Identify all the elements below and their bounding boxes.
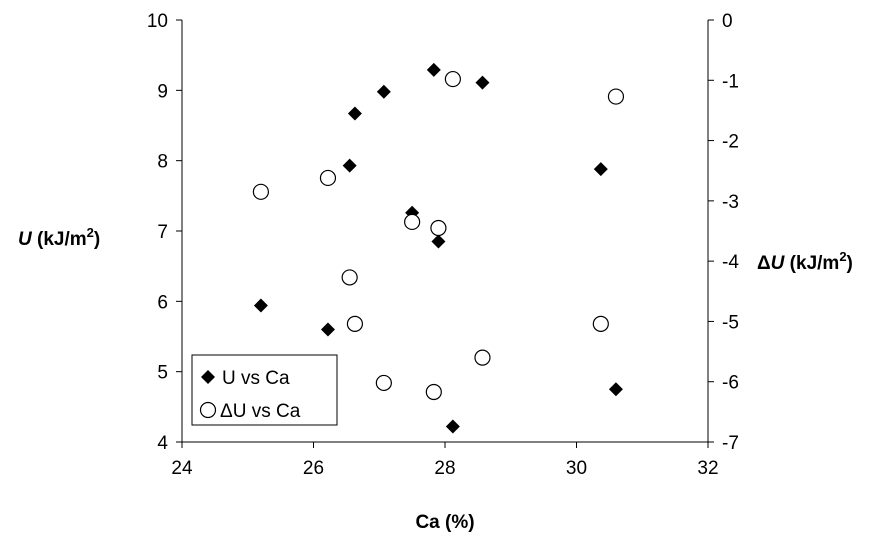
delta-u-data-point: [319, 169, 337, 187]
u-data-point: [253, 298, 268, 313]
legend: U vs Ca ΔU vs Ca: [191, 354, 338, 426]
y2-tick-label: -3: [722, 192, 739, 213]
delta-u-data-point: [592, 315, 609, 332]
x-axis-ticks: 24 26 28 30 32: [171, 442, 719, 479]
u-data-point: [475, 75, 490, 90]
y2-tick-label: -2: [722, 132, 739, 153]
y-axis-left-title: U (kJ/m2): [18, 225, 100, 250]
u-data-point: [347, 106, 362, 121]
delta-u-data-point: [346, 315, 364, 332]
y2-tick-label: 0: [722, 11, 733, 32]
y-tick-label: 9: [157, 81, 168, 102]
y2-tick-label: -5: [722, 312, 739, 333]
legend-label-delta-u: ΔU vs Ca: [220, 401, 301, 422]
u-data-point: [342, 158, 357, 173]
y2-tick-label: -6: [722, 373, 739, 394]
x-tick-label: 28: [434, 458, 455, 479]
u-data-point: [431, 234, 446, 249]
y-tick-label: 7: [157, 222, 168, 243]
u-data-point: [376, 84, 391, 99]
y2-tick-label: -4: [722, 252, 739, 273]
x-tick-label: 32: [697, 458, 718, 479]
delta-u-data-point: [375, 374, 392, 392]
data-points: [252, 62, 625, 434]
delta-u-data-point: [444, 70, 461, 88]
delta-u-data-point: [430, 219, 447, 237]
y-axis-right-ticks: -7 -6 -5 -4 -3 -2 -1 0: [708, 11, 739, 454]
u-data-point: [593, 162, 608, 177]
delta-u-data-point: [341, 269, 358, 286]
y-tick-label: 8: [157, 152, 168, 173]
u-data-point: [608, 382, 623, 397]
delta-u-data-point: [474, 349, 491, 366]
y-axis-right-title: ΔU (kJ/m2): [757, 249, 853, 274]
y-tick-label: 5: [157, 363, 168, 384]
y2-tick-label: -7: [722, 433, 739, 454]
delta-u-data-point: [425, 383, 442, 401]
legend-marker-u: [201, 370, 215, 384]
x-tick-label: 26: [303, 458, 324, 479]
y-tick-label: 4: [157, 433, 168, 454]
delta-u-data-point: [252, 183, 269, 200]
y-axis-left-ticks: 4 5 6 7 8 9 10: [147, 11, 182, 454]
x-tick-label: 30: [566, 458, 587, 479]
legend-label-u: U vs Ca: [222, 368, 290, 389]
delta-u-data-point: [404, 213, 421, 231]
u-data-point: [320, 322, 335, 337]
x-axis-title: Ca (%): [415, 512, 474, 533]
x-tick-label: 24: [171, 458, 193, 479]
u-data-point: [445, 419, 460, 434]
y-tick-label: 6: [157, 292, 168, 313]
y-tick-label: 10: [147, 11, 168, 32]
delta-u-data-point: [607, 88, 625, 105]
u-data-point: [426, 62, 441, 77]
legend-box: [191, 354, 338, 426]
legend-marker-delta-u: [199, 401, 217, 419]
y2-tick-label: -1: [722, 71, 739, 92]
